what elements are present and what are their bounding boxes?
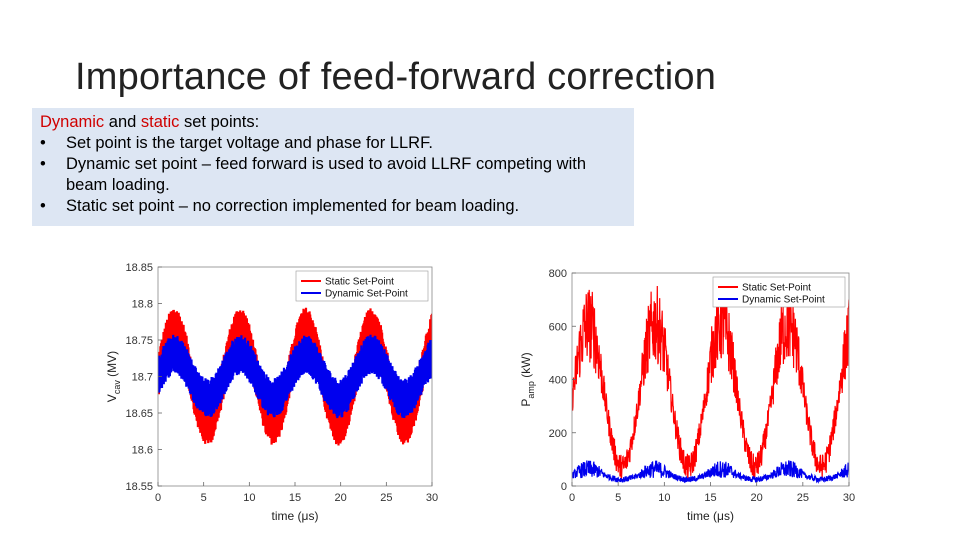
slide-title: Importance of feed-forward correction: [75, 56, 717, 98]
legend-label: Static Set-Point: [325, 277, 394, 288]
bullet-dot: •: [40, 155, 46, 173]
legend-label: Dynamic Set-Point: [325, 289, 408, 300]
bullet-item: • Static set point – no correction implem…: [40, 196, 626, 217]
x-tick-label: 0: [155, 492, 161, 504]
x-tick-label: 0: [569, 492, 575, 504]
heading-and-word: and: [104, 113, 141, 131]
set-points-text-box: Dynamic and static set points: • Set poin…: [32, 108, 634, 226]
y-tick-label: 0: [561, 481, 567, 493]
y-tick-label: 400: [549, 375, 567, 387]
y-tick-label: 18.7: [132, 372, 153, 384]
x-tick-label: 15: [289, 492, 301, 504]
series-line-dynamic: [158, 334, 432, 419]
bullet-dot: •: [40, 197, 46, 215]
y-tick-label: 200: [549, 428, 567, 440]
bullet-text: Static set point – no correction impleme…: [66, 197, 520, 215]
bullet-dot: •: [40, 134, 46, 152]
x-tick-label: 20: [335, 492, 347, 504]
y-tick-label: 18.65: [125, 408, 153, 420]
y-axis-label: Vcav (MV): [105, 351, 122, 402]
y-tick-label: 18.85: [125, 262, 153, 274]
series-line-static: [572, 285, 849, 481]
x-tick-label: 5: [201, 492, 207, 504]
x-axis-label: time (μs): [272, 509, 319, 523]
x-tick-label: 30: [843, 492, 855, 504]
bullet-item: • Set point is the target voltage and pha…: [40, 133, 626, 154]
y-axis-label-main: P: [519, 399, 533, 407]
y-tick-label: 18.6: [132, 445, 153, 457]
legend-label: Dynamic Set-Point: [742, 295, 825, 306]
y-tick-label: 18.8: [132, 299, 153, 311]
y-tick-label: 600: [549, 321, 567, 333]
y-axis-label-unit: (MV): [105, 351, 119, 380]
y-axis-label-unit: (kW): [519, 352, 533, 381]
bullet-text: Dynamic set point – feed forward is used…: [66, 155, 587, 194]
heading-static-word: static: [140, 113, 180, 131]
heading-dynamic-word: Dynamic: [40, 113, 105, 131]
x-tick-label: 5: [615, 492, 621, 504]
x-tick-label: 30: [426, 492, 438, 504]
x-tick-label: 25: [380, 492, 392, 504]
y-axis-label: Pamp (kW): [519, 352, 536, 406]
heading-rest: set points:: [179, 113, 260, 131]
y-tick-label: 18.55: [125, 481, 153, 493]
box-heading: Dynamic and static set points:: [40, 112, 626, 133]
y-tick-label: 800: [549, 268, 567, 280]
y-axis-label-sub: cav: [112, 380, 122, 395]
x-axis-label: time (μs): [687, 509, 734, 523]
bullet-text: Set point is the target voltage and phas…: [66, 134, 433, 152]
y-tick-label: 18.75: [125, 335, 153, 347]
x-tick-label: 15: [704, 492, 716, 504]
series-line-dynamic: [572, 460, 849, 484]
x-tick-label: 25: [797, 492, 809, 504]
y-axis-label-main: V: [105, 394, 119, 402]
x-tick-label: 10: [243, 492, 255, 504]
legend-box: [712, 276, 846, 308]
y-axis-label-sub: amp: [526, 381, 536, 399]
legend-box: [295, 270, 429, 302]
x-tick-label: 20: [751, 492, 763, 504]
x-tick-label: 10: [658, 492, 670, 504]
legend-label: Static Set-Point: [742, 283, 811, 294]
bullet-item: • Dynamic set point – feed forward is use…: [40, 154, 626, 196]
